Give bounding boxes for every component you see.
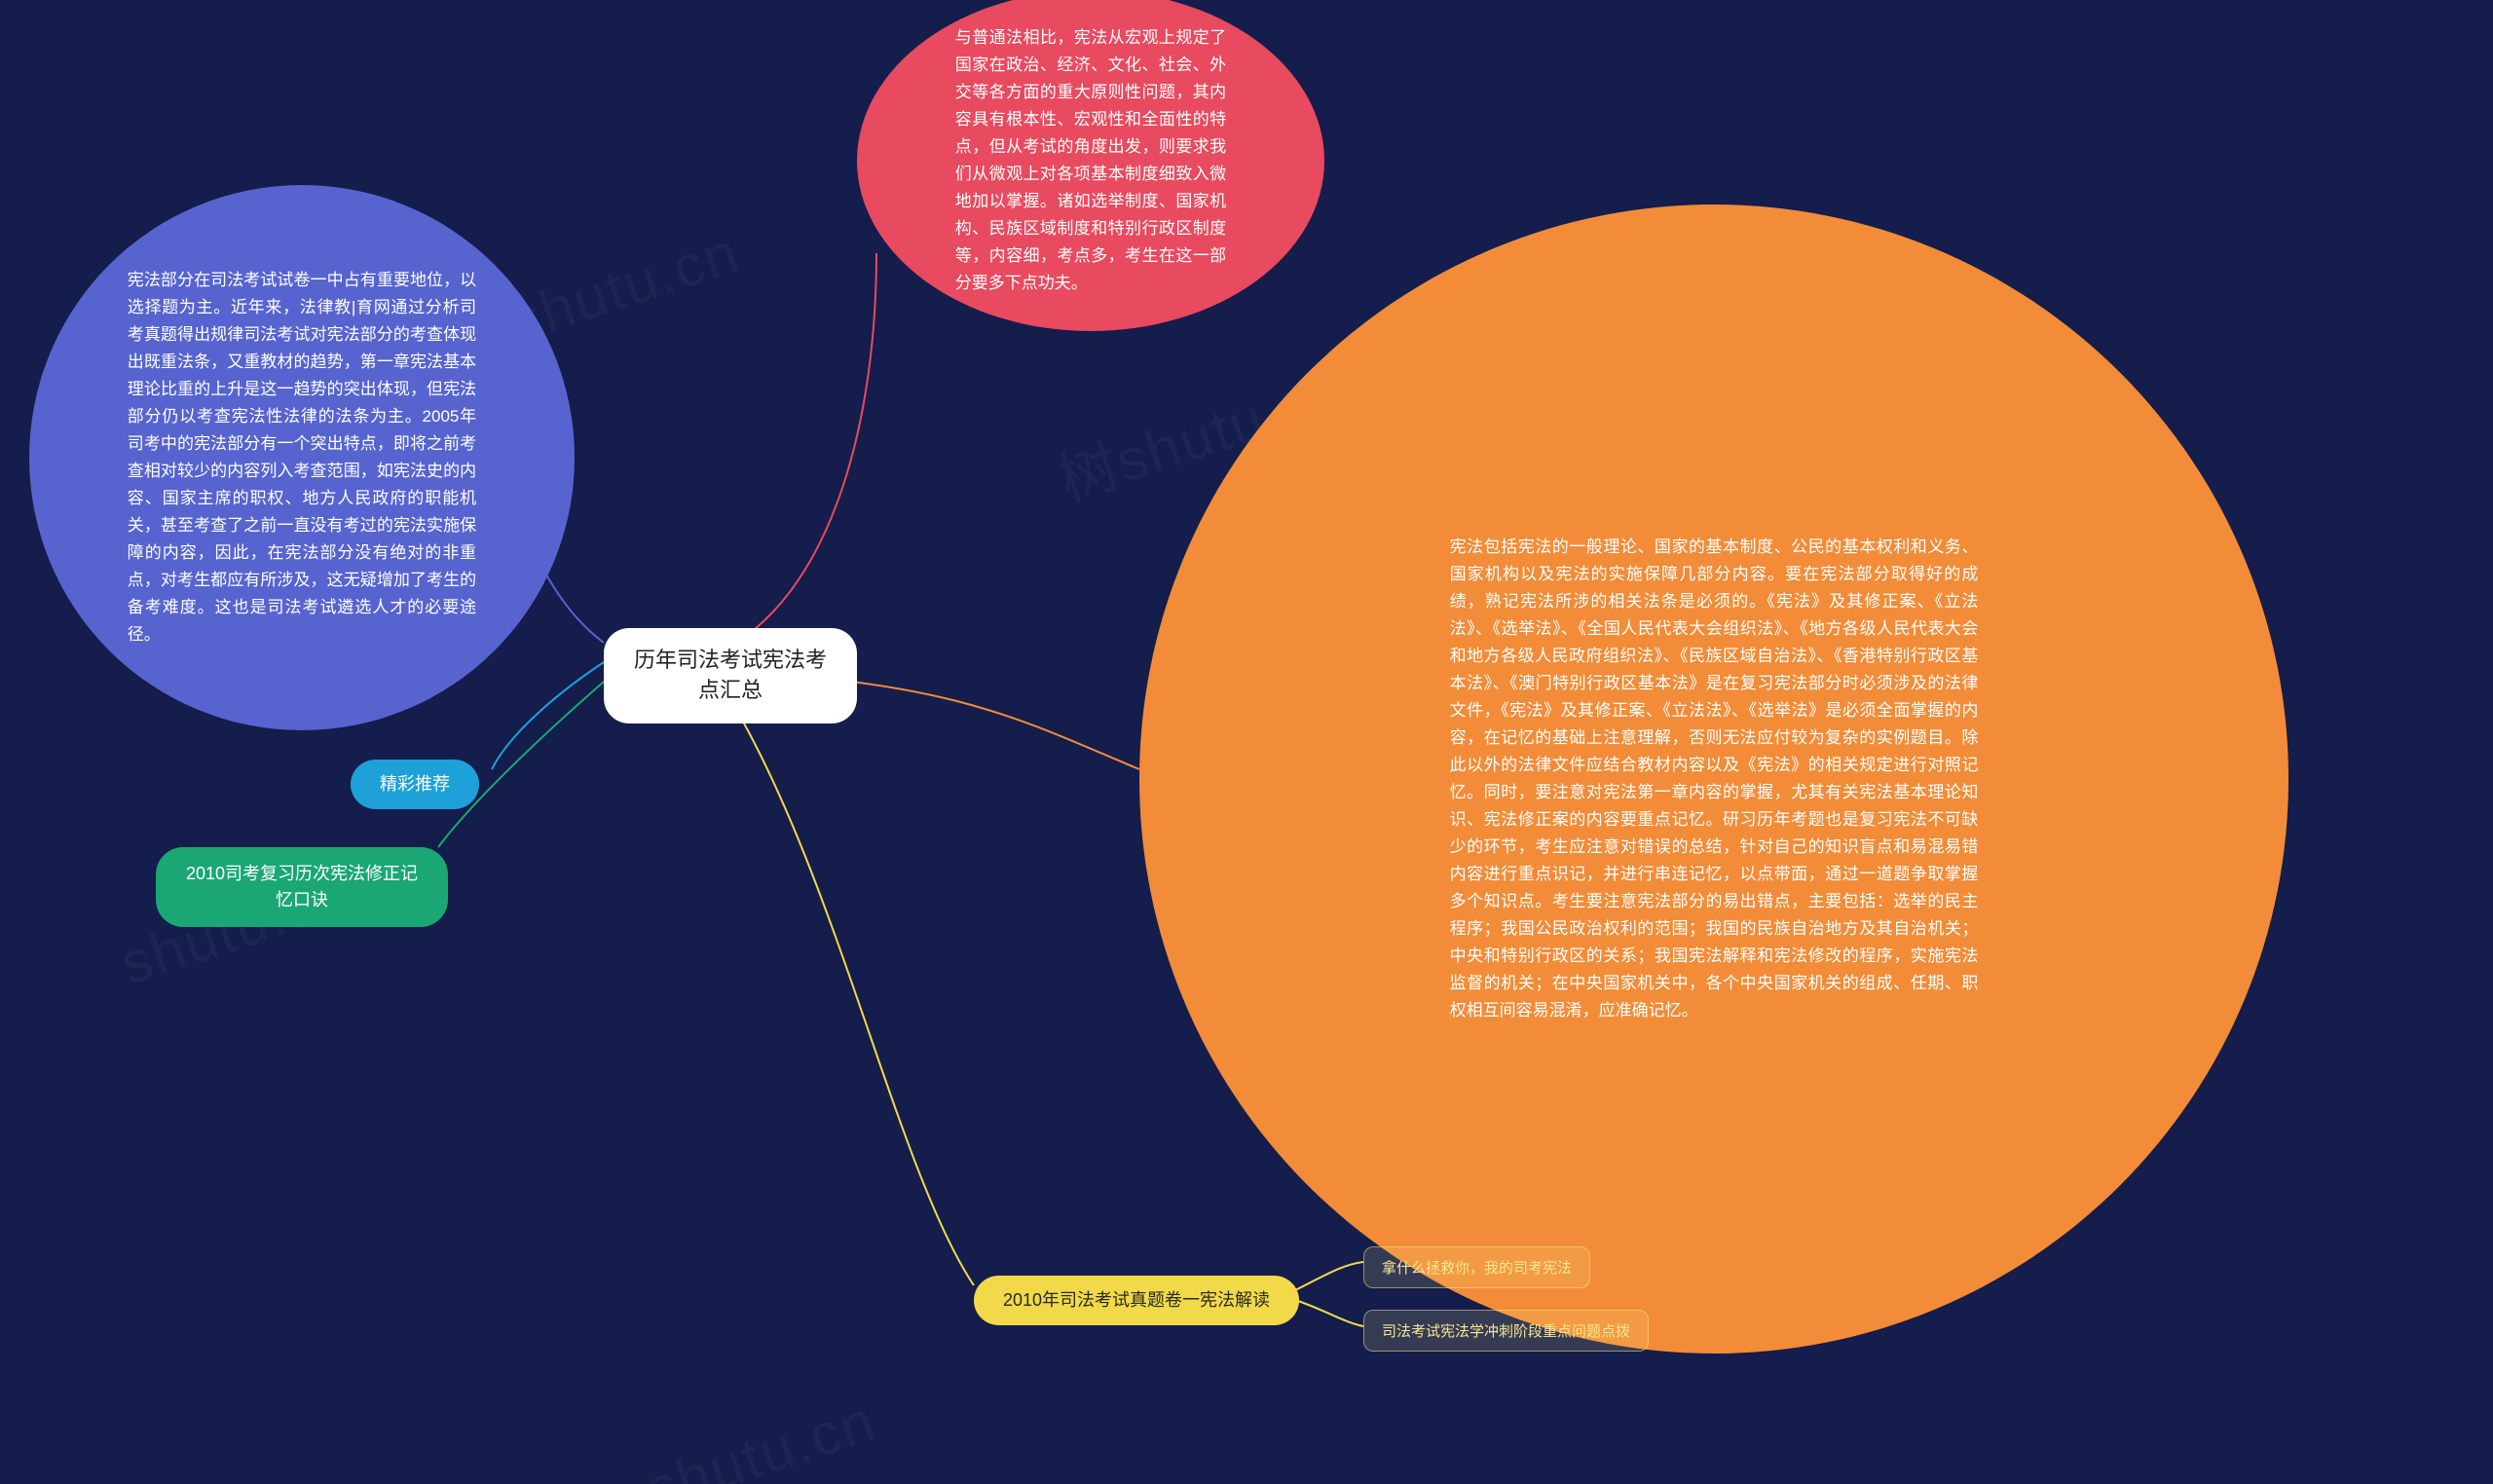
node-cyan-pill[interactable]: 精彩推荐: [351, 760, 479, 809]
root-label: 历年司法考试宪法考点汇总: [629, 646, 832, 706]
node-yellow-child-2-text: 司法考试宪法学冲刺阶段重点问题点拨: [1382, 1320, 1630, 1341]
node-yellow-child-2[interactable]: 司法考试宪法学冲刺阶段重点问题点拨: [1363, 1310, 1649, 1352]
node-green-pill[interactable]: 2010司考复习历次宪法修正记忆口诀: [156, 847, 448, 927]
mindmap-canvas: shutu.cn 树shutu.cn shutu.cn shutu.cn shu…: [0, 0, 2493, 1484]
node-yellow-child-1[interactable]: 拿什么拯救你，我的司考宪法: [1363, 1246, 1590, 1288]
node-yellow-pill[interactable]: 2010年司法考试真题卷一宪法解读: [974, 1276, 1299, 1325]
node-blue-text: 宪法部分在司法考试试卷一中占有重要地位，以选择题为主。近年来，法律教|育网通过分…: [128, 267, 476, 649]
node-blue-bubble[interactable]: 宪法部分在司法考试试卷一中占有重要地位，以选择题为主。近年来，法律教|育网通过分…: [29, 185, 575, 730]
node-yellow-text: 2010年司法考试真题卷一宪法解读: [1003, 1287, 1270, 1314]
node-orange-bubble[interactable]: 宪法包括宪法的一般理论、国家的基本制度、公民的基本权利和义务、国家机构以及宪法的…: [1139, 204, 2288, 1354]
node-red-text: 与普通法相比，宪法从宏观上规定了国家在政治、经济、文化、社会、外交等各方面的重大…: [955, 24, 1226, 297]
node-orange-text: 宪法包括宪法的一般理论、国家的基本制度、公民的基本权利和义务、国家机构以及宪法的…: [1450, 534, 1979, 1025]
root-node[interactable]: 历年司法考试宪法考点汇总: [604, 628, 857, 723]
watermark: shutu.cn: [638, 1387, 883, 1484]
node-cyan-text: 精彩推荐: [380, 771, 450, 798]
node-red-bubble[interactable]: 与普通法相比，宪法从宏观上规定了国家在政治、经济、文化、社会、外交等各方面的重大…: [857, 0, 1324, 331]
node-green-text: 2010司考复习历次宪法修正记忆口诀: [181, 861, 423, 913]
node-yellow-child-1-text: 拿什么拯救你，我的司考宪法: [1382, 1257, 1572, 1278]
